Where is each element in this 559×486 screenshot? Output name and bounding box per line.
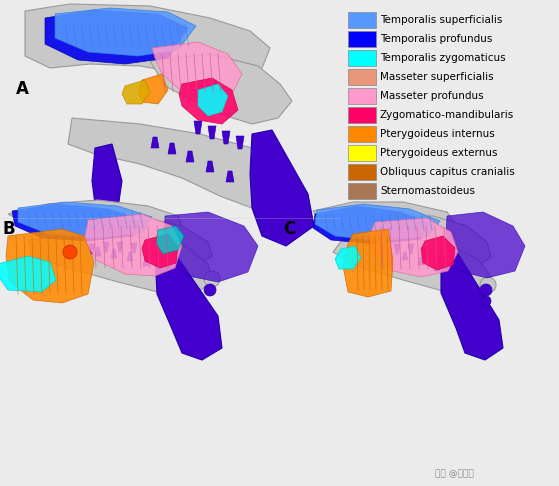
Polygon shape (445, 212, 525, 278)
Text: Temporalis profundus: Temporalis profundus (380, 34, 492, 44)
Circle shape (480, 284, 492, 296)
FancyBboxPatch shape (348, 183, 376, 199)
Polygon shape (236, 136, 244, 149)
Polygon shape (222, 131, 230, 144)
Polygon shape (138, 74, 168, 104)
FancyBboxPatch shape (348, 88, 376, 104)
Polygon shape (418, 257, 424, 265)
Polygon shape (45, 10, 188, 64)
Text: 知乎 @双尾猫: 知乎 @双尾猫 (435, 469, 473, 478)
Polygon shape (369, 218, 458, 277)
FancyBboxPatch shape (348, 12, 376, 28)
Polygon shape (89, 244, 95, 254)
Polygon shape (159, 263, 165, 272)
Polygon shape (313, 202, 457, 242)
FancyBboxPatch shape (348, 69, 376, 85)
Polygon shape (151, 137, 159, 148)
FancyBboxPatch shape (348, 107, 376, 123)
Text: B: B (3, 220, 16, 238)
Polygon shape (194, 121, 202, 134)
Polygon shape (28, 234, 212, 293)
FancyBboxPatch shape (348, 126, 376, 142)
Polygon shape (55, 8, 196, 56)
Circle shape (481, 296, 491, 306)
Polygon shape (70, 216, 212, 268)
Polygon shape (315, 204, 440, 241)
Polygon shape (95, 247, 101, 256)
Circle shape (480, 277, 496, 293)
Polygon shape (380, 245, 386, 255)
Polygon shape (313, 206, 431, 244)
FancyBboxPatch shape (348, 50, 376, 66)
Polygon shape (250, 130, 314, 246)
Text: Masseter profundus: Masseter profundus (380, 91, 484, 101)
Polygon shape (131, 243, 137, 253)
Polygon shape (335, 246, 361, 269)
Polygon shape (0, 256, 56, 292)
Polygon shape (92, 144, 122, 211)
Polygon shape (164, 212, 258, 282)
Polygon shape (103, 242, 109, 252)
Polygon shape (127, 252, 133, 261)
Polygon shape (12, 204, 142, 241)
Polygon shape (333, 236, 491, 291)
Polygon shape (18, 202, 152, 238)
Text: Temporalis zygomaticus: Temporalis zygomaticus (380, 53, 506, 63)
Polygon shape (179, 78, 238, 124)
Text: A: A (16, 80, 29, 98)
Polygon shape (365, 216, 491, 271)
Polygon shape (25, 4, 270, 78)
Polygon shape (111, 249, 117, 258)
Polygon shape (186, 151, 194, 162)
FancyBboxPatch shape (348, 164, 376, 180)
Text: Temporalis superficialis: Temporalis superficialis (380, 15, 503, 25)
Text: Masseter superficialis: Masseter superficialis (380, 72, 494, 82)
Polygon shape (422, 248, 428, 258)
Polygon shape (68, 118, 294, 208)
Polygon shape (394, 244, 400, 254)
Polygon shape (156, 226, 184, 254)
Text: Pterygoideus internus: Pterygoideus internus (380, 129, 495, 139)
Text: Zygomatico-mandibularis: Zygomatico-mandibularis (380, 110, 514, 120)
Polygon shape (84, 214, 182, 276)
Polygon shape (402, 252, 408, 260)
Polygon shape (142, 234, 178, 268)
Polygon shape (122, 80, 150, 104)
Polygon shape (441, 252, 503, 360)
Text: C: C (283, 220, 295, 238)
Polygon shape (198, 84, 228, 116)
Polygon shape (8, 200, 184, 246)
Polygon shape (152, 42, 242, 100)
Polygon shape (208, 126, 216, 139)
Polygon shape (150, 54, 292, 124)
Polygon shape (143, 257, 149, 266)
Polygon shape (155, 249, 222, 360)
Polygon shape (386, 249, 392, 257)
Text: Obliquus capitus cranialis: Obliquus capitus cranialis (380, 167, 515, 177)
Polygon shape (436, 253, 442, 263)
Polygon shape (206, 161, 214, 172)
Polygon shape (6, 229, 94, 303)
Text: Sternomastoideus: Sternomastoideus (380, 186, 475, 196)
Polygon shape (434, 263, 440, 271)
Circle shape (63, 245, 77, 259)
FancyBboxPatch shape (348, 145, 376, 161)
Polygon shape (421, 236, 455, 270)
Circle shape (204, 271, 220, 287)
Polygon shape (226, 171, 234, 182)
Circle shape (204, 284, 216, 296)
Polygon shape (168, 143, 176, 154)
Polygon shape (145, 247, 151, 257)
FancyBboxPatch shape (348, 31, 376, 47)
Polygon shape (408, 244, 414, 254)
Polygon shape (343, 229, 393, 297)
Polygon shape (117, 242, 123, 252)
Text: Pterygoideus externus: Pterygoideus externus (380, 148, 498, 158)
